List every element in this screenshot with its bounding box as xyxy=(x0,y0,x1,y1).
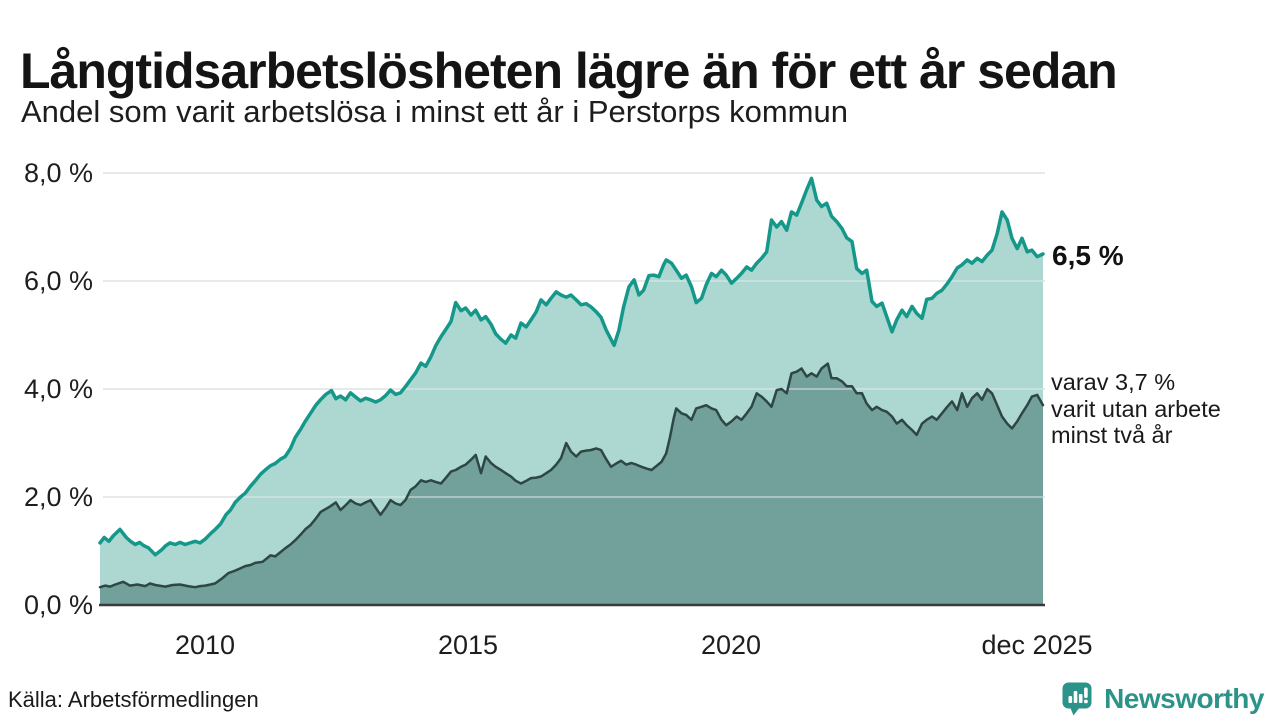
latest-value-label: 6,5 % xyxy=(1052,240,1124,271)
newsworthy-logo: Newsworthy xyxy=(1061,681,1264,716)
two-year-annotation-line1: varav 3,7 % xyxy=(1051,369,1176,395)
newsworthy-icon xyxy=(1062,682,1092,716)
two-year-annotation-line2: varit utan arbete xyxy=(1051,395,1221,422)
x-tick-2015: 2015 xyxy=(437,630,499,660)
gridlines-overlay xyxy=(103,172,1045,498)
y-tick-6: 6,0 % xyxy=(23,266,93,296)
newsworthy-wordmark: Newsworthy xyxy=(1104,682,1264,714)
source-note: Källa: Arbetsförmedlingen xyxy=(8,687,259,712)
two-year-annotation-line3: minst två år xyxy=(1051,422,1173,448)
page-title: Långtidsarbetslösheten lägre än för ett … xyxy=(20,42,1118,99)
y-tick-8: 8,0 % xyxy=(23,158,93,188)
series-lines xyxy=(98,176,1045,589)
y-tick-2: 2,0 % xyxy=(23,482,93,512)
area-fills xyxy=(100,178,1043,605)
x-tick-2020: 2020 xyxy=(700,630,762,660)
y-tick-0: 0,0 % xyxy=(23,590,93,620)
y-tick-4: 4,0 % xyxy=(23,374,93,404)
two-year-annotation: varav 3,7 % varit utan arbete minst två … xyxy=(1051,369,1221,449)
x-tick-2010: 2010 xyxy=(174,630,236,660)
page-subtitle: Andel som varit arbetslösa i minst ett å… xyxy=(21,94,848,129)
x-tick-dec-2025: dec 2025 xyxy=(981,630,1093,660)
